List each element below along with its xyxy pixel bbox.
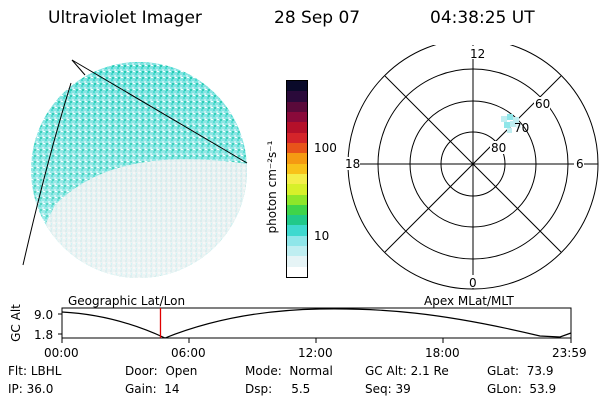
flt-field: Flt: LBHL	[8, 364, 62, 378]
gc-alt-axis-label: GC Alt	[9, 304, 23, 342]
colorbar-swatch	[287, 81, 307, 92]
mlat-label-80: 80	[491, 141, 506, 155]
ip-field: IP: 36.0	[8, 382, 54, 396]
colorbar-swatch	[287, 194, 307, 205]
colorbar-swatch	[287, 142, 307, 154]
mlt-label-12: 12	[470, 47, 485, 61]
colorbar-swatch	[287, 266, 307, 277]
lat-lon-line	[71, 59, 248, 164]
colorbar-swatch	[287, 184, 307, 195]
colorbar-tick-100: 100	[314, 141, 337, 155]
colorbar-swatch	[287, 91, 307, 102]
colorbar-swatch	[287, 235, 307, 247]
colorbar	[286, 80, 308, 278]
colorbar-swatch	[287, 101, 307, 112]
colorbar-swatch	[287, 153, 307, 164]
polar-plot: 12 18 6 0 60 70 80	[342, 45, 599, 290]
colorbar-swatch	[287, 163, 307, 174]
gain-field: Gain: 14	[125, 382, 180, 396]
mlt-label-18: 18	[345, 157, 360, 171]
colorbar-swatch	[287, 112, 307, 123]
gc-alt-field: GC Alt: 2.1 Re	[365, 364, 449, 378]
colorbar-tick-10: 10	[314, 229, 330, 243]
glat-field: GLat: 73.9	[487, 364, 554, 378]
colorbar-swatch	[287, 215, 307, 226]
date-label: 28 Sep 07	[274, 8, 361, 28]
aurora-spot	[501, 114, 521, 133]
time-label: 04:38:25 UT	[430, 8, 535, 28]
colorbar-swatch	[287, 173, 307, 185]
dsp-field: Dsp: 5.5	[245, 382, 311, 396]
colorbar-swatch	[287, 225, 307, 236]
glon-field: GLon: 53.9	[487, 382, 557, 396]
mlat-label-60: 60	[535, 97, 550, 111]
lat-lon-line	[22, 82, 72, 266]
x-tick-label: 12:00	[298, 346, 333, 360]
colorbar-swatch	[287, 256, 307, 267]
altitude-timeline	[58, 307, 572, 343]
seq-field: Seq: 39	[365, 382, 411, 396]
apex-label: Apex MLat/MLT	[424, 294, 514, 308]
mlt-label-6: 6	[576, 157, 584, 171]
door-field: Door: Open	[125, 364, 198, 378]
colorbar-swatch	[287, 122, 307, 133]
timeline-frame	[61, 307, 572, 339]
colorbar-swatch	[287, 132, 307, 143]
mode-field: Mode: Normal	[245, 364, 333, 378]
x-tick-label: 18:00	[425, 346, 460, 360]
app-title: Ultraviolet Imager	[48, 8, 202, 28]
altitude-curve	[61, 308, 572, 339]
uv-image	[22, 59, 248, 278]
lat-lon-line	[71, 59, 86, 76]
y-tick-label-1-8: 1.8	[34, 328, 54, 342]
geographic-label: Geographic Lat/Lon	[68, 294, 186, 308]
mlt-label-0: 0	[469, 276, 477, 290]
colorbar-unit-label: photon cm⁻²s⁻¹	[265, 140, 279, 234]
x-tick-label: 00:00	[44, 346, 79, 360]
x-tick-label: 06:00	[171, 346, 206, 360]
mlat-label-70: 70	[514, 121, 529, 135]
x-tick-label: 23:59	[552, 346, 587, 360]
polar-diagonal	[384, 75, 562, 253]
colorbar-swatch	[287, 246, 307, 257]
y-tick-label-9: 9.0	[34, 308, 54, 322]
colorbar-swatch	[287, 204, 307, 216]
